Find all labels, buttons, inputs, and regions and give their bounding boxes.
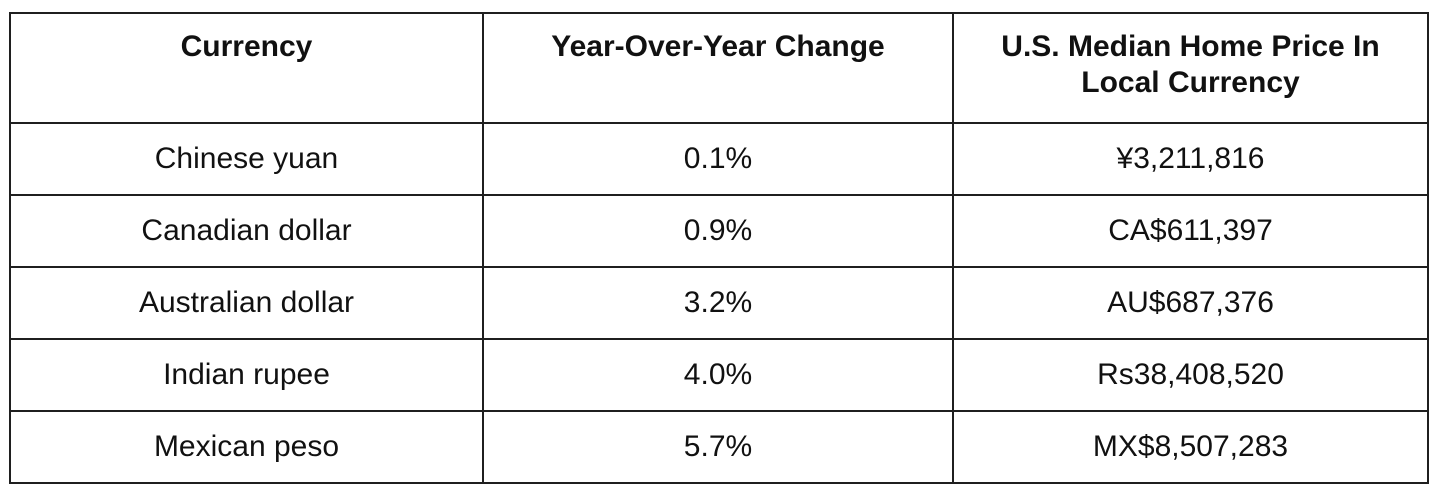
yoy-change-cell: 0.1% [482, 122, 954, 196]
table-row-indian-rupee: Indian rupee 4.0% Rs38,408,520 [9, 338, 1429, 412]
yoy-change-cell: 0.9% [482, 194, 954, 268]
price-local-cell: ¥3,211,816 [952, 122, 1429, 196]
price-local-cell: AU$687,376 [952, 266, 1429, 340]
currency-cell: Indian rupee [9, 338, 484, 412]
col-header-currency: Currency [9, 12, 484, 124]
table-row-mexican-peso: Mexican peso 5.7% MX$8,507,283 [9, 410, 1429, 484]
yoy-change-cell: 4.0% [482, 338, 954, 412]
price-local-cell: CA$611,397 [952, 194, 1429, 268]
price-local-cell: MX$8,507,283 [952, 410, 1429, 484]
table-row-chinese-yuan: Chinese yuan 0.1% ¥3,211,816 [9, 122, 1429, 196]
currency-cell: Australian dollar [9, 266, 484, 340]
price-local-cell: Rs38,408,520 [952, 338, 1429, 412]
currency-cell: Canadian dollar [9, 194, 484, 268]
table-row-canadian-dollar: Canadian dollar 0.9% CA$611,397 [9, 194, 1429, 268]
header-row: Currency Year-Over-Year Change U.S. Medi… [9, 12, 1429, 124]
currency-cell: Mexican peso [9, 410, 484, 484]
yoy-change-cell: 3.2% [482, 266, 954, 340]
col-header-median-home-price: U.S. Median Home Price In Local Currency [952, 12, 1429, 124]
yoy-change-cell: 5.7% [482, 410, 954, 484]
col-header-yoy-change: Year-Over-Year Change [482, 12, 954, 124]
currency-home-price-table: Currency Year-Over-Year Change U.S. Medi… [9, 12, 1429, 484]
table-row-australian-dollar: Australian dollar 3.2% AU$687,376 [9, 266, 1429, 340]
currency-cell: Chinese yuan [9, 122, 484, 196]
